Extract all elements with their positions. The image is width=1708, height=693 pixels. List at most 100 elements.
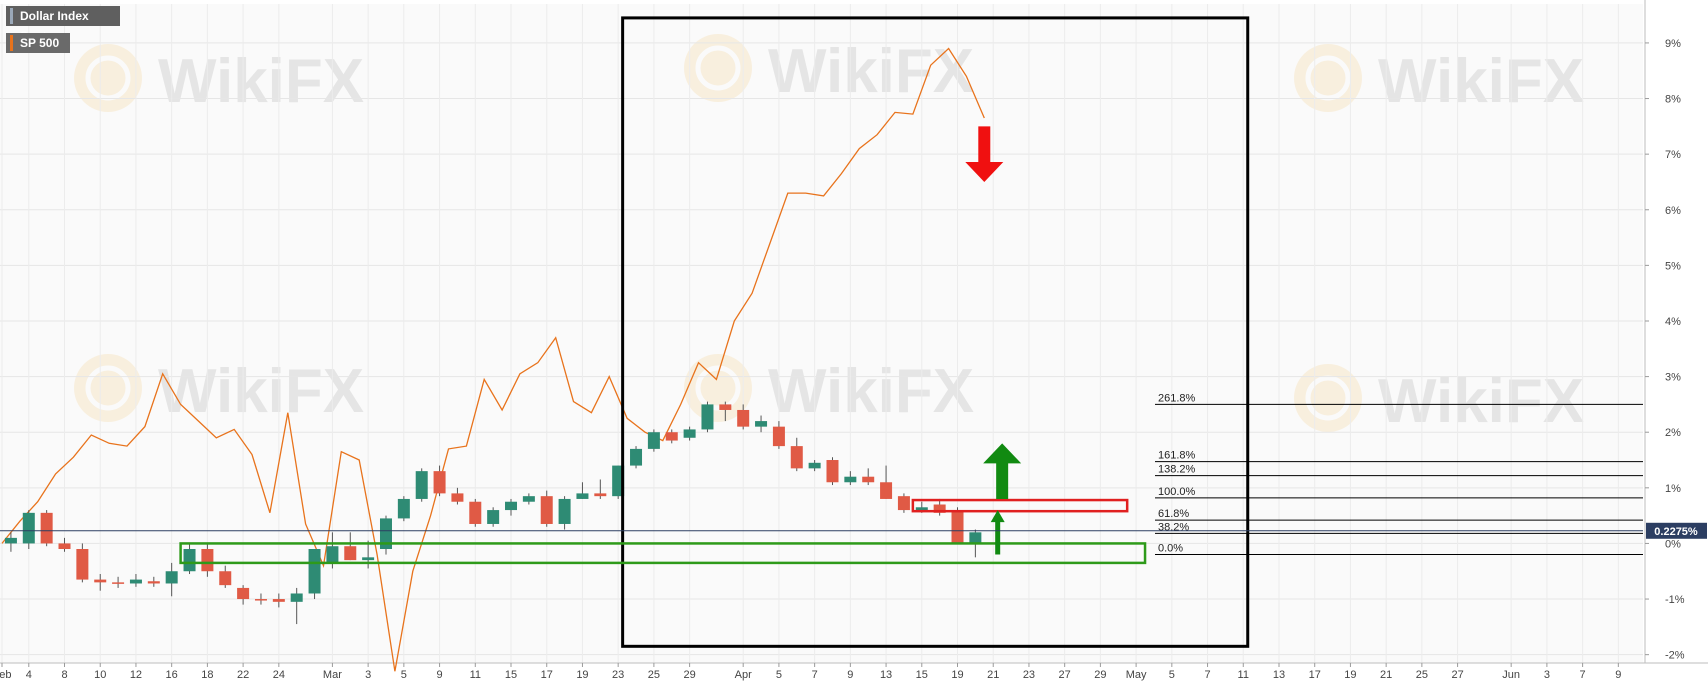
x-tick-label: 7	[1204, 669, 1210, 681]
candle	[254, 593, 267, 605]
dollar-index-series-layer	[4, 401, 982, 625]
sp500-line	[1, 47, 985, 672]
candle	[933, 498, 946, 516]
candle	[719, 401, 732, 422]
x-tick-label: 8	[61, 669, 67, 681]
current-price-badge	[1646, 522, 1707, 539]
candle	[415, 468, 428, 502]
x-tick-label: 21	[987, 669, 999, 681]
candle-body	[647, 432, 660, 449]
sp500-series-layer	[1, 47, 985, 672]
current-price-layer: 0.2275%	[0, 522, 1707, 539]
x-tick-label: 18	[201, 669, 213, 681]
candle-body	[897, 496, 910, 511]
legend-item-dollar-index[interactable]: Dollar Index Spot	[6, 6, 120, 43]
candle	[219, 565, 232, 588]
candle	[112, 576, 125, 588]
watermark-logo-ring	[1305, 375, 1351, 421]
resistance-zone-box-red	[911, 498, 1129, 513]
x-tick-label: 16	[166, 669, 178, 681]
candle-body	[522, 496, 535, 502]
watermark-logo-ring	[695, 45, 741, 91]
x-tick-label: 15	[916, 669, 928, 681]
watermark-logo-icon	[1294, 364, 1362, 432]
candle-body	[558, 498, 571, 524]
x-tick-label: 5	[776, 669, 782, 681]
watermark: WikiFX	[684, 354, 974, 426]
watermark-logo-ring	[85, 55, 131, 101]
x-tick-label: 4	[26, 669, 32, 681]
watermark-text: WikiFX	[768, 357, 974, 426]
annotations-layer	[179, 16, 1250, 648]
x-tick-label: 23	[612, 669, 624, 681]
x-tick-label: 19	[1344, 669, 1356, 681]
arrow-down-icon	[965, 126, 1004, 182]
candle	[379, 515, 392, 555]
candle-body	[379, 518, 392, 549]
y-tick-label: 1%	[1665, 483, 1681, 495]
candle-body	[844, 476, 857, 483]
candle-body	[433, 471, 446, 494]
candle	[790, 437, 803, 472]
y-tick-label: 5%	[1665, 260, 1681, 272]
candle-body	[665, 432, 678, 441]
x-tick-label: May	[1126, 669, 1147, 681]
candle	[522, 493, 535, 505]
candle-body	[183, 548, 196, 572]
candle-body	[630, 448, 643, 466]
candle	[647, 429, 660, 452]
watermark-text: WikiFX	[768, 37, 974, 106]
legend-label-sp500: SP 500	[20, 36, 60, 50]
legend-item-sp500[interactable]: SP 500	[6, 33, 70, 53]
candle	[772, 421, 785, 449]
candle-body	[772, 426, 785, 447]
candle-body	[915, 507, 928, 511]
candle	[880, 465, 893, 499]
x-tick-label: 9	[437, 669, 443, 681]
watermark-logo-ring	[1305, 55, 1351, 101]
candle-body	[755, 421, 768, 427]
x-tick-label: 11	[1238, 669, 1249, 681]
candle-body	[4, 537, 17, 544]
watermark: WikiFX	[74, 354, 364, 426]
candle-body	[344, 546, 357, 561]
candle-body	[969, 532, 982, 544]
watermark-text: WikiFX	[1378, 47, 1584, 116]
x-tick-label: 23	[1023, 669, 1035, 681]
candle-body	[951, 510, 964, 544]
arrow-up-icon	[983, 443, 1022, 499]
candle-body	[76, 548, 89, 580]
candle-body	[272, 599, 285, 602]
x-tick-label: 3	[365, 669, 371, 681]
candle	[76, 543, 89, 583]
candle-body	[826, 460, 839, 483]
x-tick-label: 27	[1451, 669, 1463, 681]
watermark-logo-icon	[74, 44, 142, 112]
x-tick-label: 25	[1416, 669, 1428, 681]
candle-body	[790, 446, 803, 469]
candle-body	[237, 587, 250, 600]
watermark: WikiFX	[1294, 364, 1584, 436]
candle-body	[40, 512, 53, 544]
candle-body	[219, 571, 232, 586]
x-tick-label: Mar	[323, 669, 342, 681]
x-tick-label: 12	[130, 669, 142, 681]
candle	[755, 415, 768, 433]
candle	[40, 510, 53, 547]
candle-body	[469, 501, 482, 524]
candle	[308, 548, 321, 600]
x-tick-label: 22	[237, 669, 249, 681]
candle	[862, 468, 875, 486]
watermark-text: WikiFX	[1378, 367, 1584, 436]
candle-body	[362, 557, 375, 561]
x-tick-label: Jun	[1502, 669, 1520, 681]
candle	[58, 537, 71, 552]
candle-body	[576, 493, 589, 499]
candle	[22, 510, 35, 549]
fib-level-label: 61.8%	[1158, 508, 1189, 520]
candle	[505, 498, 518, 516]
watermark-text: WikiFX	[158, 47, 364, 116]
x-tick-label: 9	[847, 669, 853, 681]
